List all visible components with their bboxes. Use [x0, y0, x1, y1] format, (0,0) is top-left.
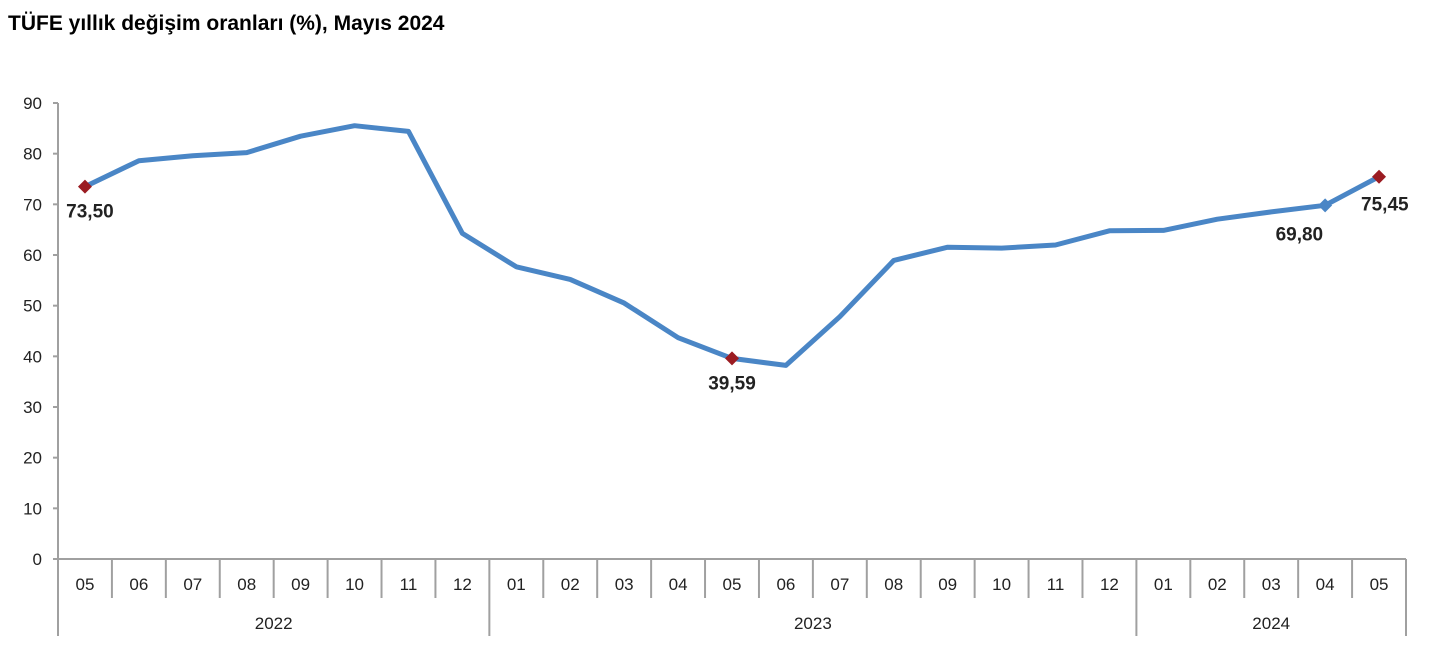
x-tick-label: 04 — [1316, 575, 1335, 594]
diamond-marker — [77, 179, 92, 194]
x-tick-label: 03 — [1262, 575, 1281, 594]
x-tick-label: 05 — [723, 575, 742, 594]
x-tick-label: 01 — [507, 575, 526, 594]
diamond-marker — [1372, 169, 1387, 184]
data-point — [945, 244, 951, 250]
year-label: 2022 — [255, 614, 293, 633]
x-tick-label: 09 — [291, 575, 310, 594]
y-tick-label: 30 — [23, 398, 42, 417]
data-point — [621, 300, 627, 306]
x-tick-label: 02 — [561, 575, 580, 594]
data-point — [513, 264, 519, 270]
x-tick-label: 09 — [938, 575, 957, 594]
data-point — [1268, 209, 1274, 215]
data-point — [352, 123, 358, 129]
data-point — [837, 314, 843, 320]
y-tick-label: 10 — [23, 499, 42, 518]
data-point — [244, 150, 250, 156]
x-tick-label: 11 — [400, 575, 418, 594]
x-tick-label: 03 — [615, 575, 634, 594]
y-tick-label: 70 — [23, 195, 42, 214]
data-point — [1214, 216, 1220, 222]
y-tick-label: 0 — [33, 550, 42, 569]
data-point — [298, 133, 304, 139]
data-point — [891, 257, 897, 263]
x-tick-label: 07 — [183, 575, 202, 594]
data-point — [1160, 227, 1166, 233]
data-label: 39,59 — [708, 373, 756, 394]
year-label: 2023 — [794, 614, 832, 633]
diamond-marker — [1318, 198, 1333, 213]
x-tick-label: 04 — [669, 575, 688, 594]
data-label: 69,80 — [1276, 224, 1324, 245]
data-point — [190, 153, 196, 159]
x-tick-label: 06 — [129, 575, 148, 594]
data-point — [783, 362, 789, 368]
series-line — [83, 123, 1381, 368]
y-tick-label: 20 — [23, 449, 42, 468]
x-tick-label: 08 — [884, 575, 903, 594]
data-point — [1053, 242, 1059, 248]
diamond-marker — [725, 351, 739, 366]
x-tick-label: 02 — [1208, 575, 1227, 594]
x-tick-label: 08 — [237, 575, 256, 594]
x-tick-label: 06 — [776, 575, 795, 594]
data-point — [567, 276, 573, 282]
data-point — [136, 158, 142, 164]
year-label: 2024 — [1252, 614, 1290, 633]
data-point — [999, 245, 1005, 251]
x-tick-label: 05 — [1370, 575, 1389, 594]
chart-title: TÜFE yıllık değişim oranları (%), Mayıs … — [8, 12, 445, 35]
x-tick-label: 01 — [1154, 575, 1173, 594]
data-point — [459, 230, 465, 236]
data-label: 75,45 — [1361, 195, 1409, 216]
y-tick-label: 90 — [23, 94, 42, 113]
data-label: 73,50 — [66, 202, 114, 223]
x-tick-label: 12 — [453, 575, 472, 594]
x-tick-label: 10 — [345, 575, 364, 594]
y-tick-label: 80 — [23, 145, 42, 164]
x-tick-label: 12 — [1100, 575, 1119, 594]
x-tick-label: 10 — [992, 575, 1011, 594]
data-point — [405, 128, 411, 134]
x-tick-label: 07 — [830, 575, 849, 594]
x-tick-label: 11 — [1047, 575, 1065, 594]
y-tick-label: 40 — [23, 347, 42, 366]
y-tick-label: 50 — [23, 297, 42, 316]
y-tick-label: 60 — [23, 246, 42, 265]
x-tick-label: 05 — [75, 575, 94, 594]
data-point — [1106, 228, 1112, 234]
data-point — [675, 335, 681, 341]
